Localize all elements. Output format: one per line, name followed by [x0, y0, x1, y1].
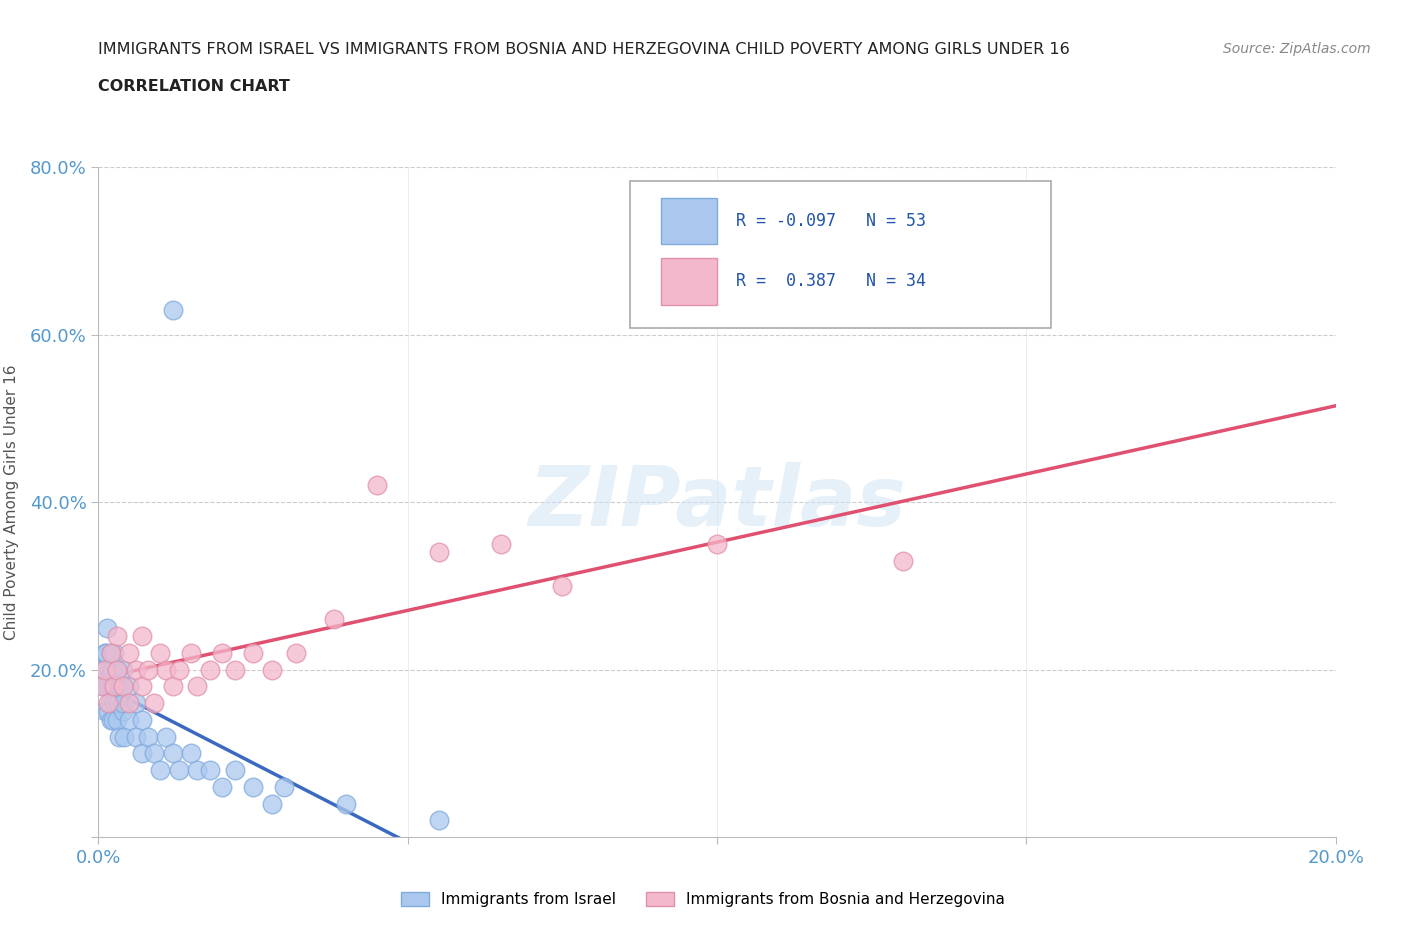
Point	[107, 696, 129, 711]
Point	[211, 779, 233, 794]
Point	[427, 813, 450, 828]
Point	[98, 696, 121, 711]
Point	[105, 679, 128, 694]
Point	[108, 729, 131, 744]
Point	[149, 763, 172, 777]
Point	[100, 679, 122, 694]
Point	[118, 679, 141, 694]
Point	[198, 763, 221, 777]
Point	[162, 746, 184, 761]
Point	[131, 679, 153, 694]
Point	[103, 645, 125, 660]
Text: Source: ZipAtlas.com: Source: ZipAtlas.com	[1223, 42, 1371, 56]
Point	[211, 645, 233, 660]
Point	[112, 679, 135, 694]
Point	[136, 662, 159, 677]
Text: IMMIGRANTS FROM ISRAEL VS IMMIGRANTS FROM BOSNIA AND HERZEGOVINA CHILD POVERTY A: IMMIGRANTS FROM ISRAEL VS IMMIGRANTS FRO…	[98, 42, 1070, 57]
Text: R = -0.097   N = 53: R = -0.097 N = 53	[735, 212, 925, 230]
Point	[186, 679, 208, 694]
Point	[489, 537, 512, 551]
Point	[124, 696, 146, 711]
Point	[112, 729, 135, 744]
Point	[551, 578, 574, 593]
Point	[93, 679, 115, 694]
Point	[167, 662, 190, 677]
Point	[118, 645, 141, 660]
Point	[100, 712, 122, 727]
Y-axis label: Child Poverty Among Girls Under 16: Child Poverty Among Girls Under 16	[4, 365, 18, 640]
FancyBboxPatch shape	[661, 258, 717, 305]
Text: ZIPatlas: ZIPatlas	[529, 461, 905, 543]
Point	[706, 537, 728, 551]
Point	[97, 662, 120, 677]
Point	[224, 763, 246, 777]
Point	[242, 645, 264, 660]
Point	[96, 620, 118, 635]
Point	[167, 763, 190, 777]
Point	[90, 679, 112, 694]
Point	[427, 545, 450, 560]
FancyBboxPatch shape	[630, 180, 1052, 328]
Point	[131, 629, 153, 644]
Point	[143, 696, 166, 711]
Point	[131, 746, 153, 761]
Point	[105, 712, 128, 727]
Point	[100, 645, 122, 660]
Point	[105, 662, 128, 677]
Point	[124, 662, 146, 677]
Point	[260, 662, 283, 677]
Point	[198, 662, 221, 677]
Point	[180, 645, 202, 660]
Point	[335, 796, 357, 811]
Point	[180, 746, 202, 761]
Point	[108, 679, 131, 694]
Point	[112, 696, 135, 711]
Point	[101, 662, 124, 677]
Point	[162, 679, 184, 694]
Point	[149, 645, 172, 660]
Point	[366, 478, 388, 493]
Point	[155, 729, 177, 744]
Point	[118, 712, 141, 727]
Point	[224, 662, 246, 677]
Point	[103, 696, 125, 711]
Point	[93, 662, 115, 677]
Point	[93, 645, 115, 660]
Point	[97, 704, 120, 719]
Point	[103, 712, 125, 727]
Text: CORRELATION CHART: CORRELATION CHART	[98, 79, 290, 94]
Point	[94, 679, 117, 694]
Point	[97, 696, 120, 711]
Point	[136, 729, 159, 744]
Point	[93, 704, 115, 719]
Point	[96, 645, 118, 660]
Point	[155, 662, 177, 677]
Point	[105, 662, 128, 677]
Point	[112, 662, 135, 677]
Point	[131, 712, 153, 727]
Point	[162, 302, 184, 317]
FancyBboxPatch shape	[661, 197, 717, 245]
Point	[242, 779, 264, 794]
Point	[891, 553, 914, 568]
Point	[143, 746, 166, 761]
Point	[118, 696, 141, 711]
Text: R =  0.387   N = 34: R = 0.387 N = 34	[735, 272, 925, 290]
Point	[124, 729, 146, 744]
Point	[101, 679, 124, 694]
Point	[273, 779, 295, 794]
Point	[105, 629, 128, 644]
Point	[103, 679, 125, 694]
Point	[100, 645, 122, 660]
Legend: Immigrants from Israel, Immigrants from Bosnia and Herzegovina: Immigrants from Israel, Immigrants from …	[395, 885, 1011, 913]
Point	[186, 763, 208, 777]
Point	[285, 645, 308, 660]
Point	[260, 796, 283, 811]
Point	[97, 679, 120, 694]
Point	[90, 662, 112, 677]
Point	[103, 679, 125, 694]
Point	[112, 704, 135, 719]
Point	[322, 612, 344, 627]
